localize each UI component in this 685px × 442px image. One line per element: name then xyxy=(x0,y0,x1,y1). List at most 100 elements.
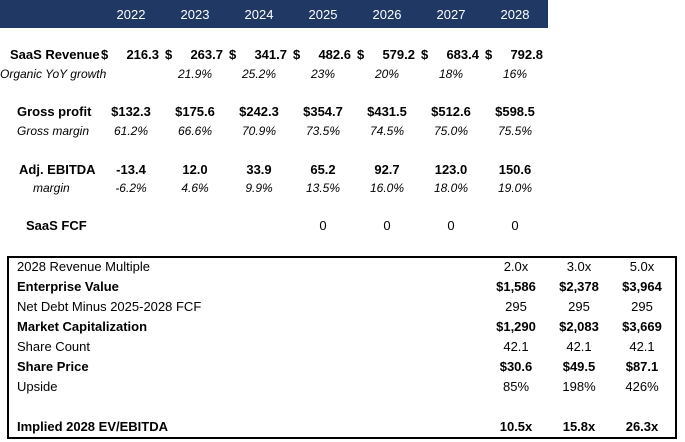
adj-ebitda-2027: 123.0 xyxy=(434,162,468,177)
ebitda-margin-2028: 19.0% xyxy=(497,181,533,195)
saas-revenue-value: 341.7 xyxy=(254,47,287,62)
adj-ebitda-2028: 150.6 xyxy=(498,162,532,177)
currency-symbol: $ xyxy=(421,47,429,62)
organic-growth-2027: 18% xyxy=(438,67,464,81)
saas-revenue-value: 216.3 xyxy=(126,47,159,62)
valuation-row-label: Share Count xyxy=(17,339,90,354)
ebitda-margin-2023: 4.6% xyxy=(181,181,209,195)
year-2025: 2025 xyxy=(308,7,338,22)
valuation-cell: 198% xyxy=(562,379,596,394)
gross-margin-2023: 66.6% xyxy=(177,124,213,138)
valuation-box xyxy=(7,256,677,439)
saas-revenue-value: 579.2 xyxy=(382,47,415,62)
implied-ev-ebitda-label: Implied 2028 EV/EBITDA xyxy=(17,419,168,434)
ebitda-margin-2026: 16.0% xyxy=(369,181,405,195)
year-2027: 2027 xyxy=(436,7,466,22)
saas-revenue-value: 792.8 xyxy=(510,47,543,62)
year-2022: 2022 xyxy=(116,7,146,22)
adj-ebitda-2023: 12.0 xyxy=(182,162,208,177)
ebitda-margin-2027: 18.0% xyxy=(433,181,469,195)
organic-growth-2026: 20% xyxy=(374,67,400,81)
gross-margin-2026: 74.5% xyxy=(369,124,405,138)
valuation-row-label: Share Price xyxy=(17,359,89,374)
currency-symbol: $ xyxy=(357,47,365,62)
organic-growth-2028: 16% xyxy=(502,67,528,81)
year-2026: 2026 xyxy=(372,7,402,22)
ebitda-margin-2025: 13.5% xyxy=(305,181,341,195)
gross-margin-2028: 75.5% xyxy=(497,124,533,138)
valuation-cell: 426% xyxy=(625,379,659,394)
organic-growth-2024: 25.2% xyxy=(241,67,277,81)
gross-margin-2025: 73.5% xyxy=(305,124,341,138)
gross-profit-label: Gross profit xyxy=(17,104,92,119)
gross-margin-label: Gross margin xyxy=(17,124,90,138)
organic-growth-2023: 21.9% xyxy=(177,67,213,81)
currency-symbol: $ xyxy=(485,47,493,62)
saas-fcf-2026: 0 xyxy=(383,218,391,233)
valuation-cell: $1,586 xyxy=(496,279,536,294)
saas-revenue-value: 482.6 xyxy=(318,47,351,62)
adj-ebitda-2024: 33.9 xyxy=(246,162,272,177)
gross-profit-2023: $175.6 xyxy=(175,104,215,119)
valuation-cell: $1,290 xyxy=(496,319,536,334)
valuation-cell: $2,083 xyxy=(559,319,599,334)
gross-margin-2027: 75.0% xyxy=(433,124,469,138)
implied-ev-ebitda-low: 10.5x xyxy=(499,419,533,434)
gross-margin-2022: 61.2% xyxy=(113,124,149,138)
valuation-cell: $3,669 xyxy=(622,319,662,334)
valuation-cell: 295 xyxy=(631,299,653,314)
valuation-cell: 295 xyxy=(568,299,590,314)
valuation-row-label: Market Capitalization xyxy=(17,319,148,334)
adj-ebitda-2022: -13.4 xyxy=(116,162,146,177)
saas-revenue-label: SaaS Revenue xyxy=(10,47,100,62)
valuation-cell: 42.1 xyxy=(503,339,529,354)
valuation-row-label: Enterprise Value xyxy=(17,279,119,294)
gross-profit-2028: $598.5 xyxy=(495,104,535,119)
organic-growth-label: Organic YoY growth xyxy=(0,67,107,81)
valuation-row-label: 2028 Revenue Multiple xyxy=(17,259,150,274)
valuation-row-label: Upside xyxy=(17,379,58,394)
year-2028: 2028 xyxy=(500,7,530,22)
valuation-row-label: Net Debt Minus 2025-2028 FCF xyxy=(17,299,202,314)
gross-profit-2025: $354.7 xyxy=(303,104,343,119)
valuation-cell: 2.0x xyxy=(503,259,529,274)
ebitda-margin-label: margin xyxy=(33,181,70,195)
gross-profit-2027: $512.6 xyxy=(431,104,471,119)
valuation-cell: 5.0x xyxy=(629,259,655,274)
implied-ev-ebitda-high: 26.3x xyxy=(625,419,659,434)
saas-revenue-value: 683.4 xyxy=(446,47,479,62)
gross-margin-2024: 70.9% xyxy=(241,124,277,138)
gross-profit-2024: $242.3 xyxy=(239,104,279,119)
valuation-cell: 3.0x xyxy=(566,259,592,274)
currency-symbol: $ xyxy=(165,47,173,62)
saas-fcf-2025: 0 xyxy=(319,218,327,233)
year-header-bar: 2022 2023 2024 2025 2026 2027 2028 xyxy=(0,0,548,28)
valuation-cell: $49.5 xyxy=(562,359,596,374)
valuation-cell: 42.1 xyxy=(566,339,592,354)
valuation-cell: $3,964 xyxy=(622,279,662,294)
valuation-cell: $87.1 xyxy=(625,359,659,374)
valuation-cell: $2,378 xyxy=(559,279,599,294)
saas-fcf-label: SaaS FCF xyxy=(26,218,87,233)
saas-fcf-2027: 0 xyxy=(447,218,455,233)
ebitda-margin-2024: 9.9% xyxy=(245,181,273,195)
adj-ebitda-2026: 92.7 xyxy=(374,162,400,177)
valuation-cell: 85% xyxy=(502,379,530,394)
gross-profit-2026: $431.5 xyxy=(367,104,407,119)
gross-profit-2022: $132.3 xyxy=(111,104,151,119)
organic-growth-2025: 23% xyxy=(310,67,336,81)
adj-ebitda-2025: 65.2 xyxy=(310,162,336,177)
currency-symbol: $ xyxy=(293,47,301,62)
year-2024: 2024 xyxy=(244,7,274,22)
currency-symbol: $ xyxy=(229,47,237,62)
year-2023: 2023 xyxy=(180,7,210,22)
saas-fcf-2028: 0 xyxy=(511,218,519,233)
valuation-cell: $30.6 xyxy=(499,359,533,374)
adj-ebitda-label: Adj. EBITDA xyxy=(19,162,96,177)
saas-revenue-value: 263.7 xyxy=(190,47,223,62)
valuation-cell: 295 xyxy=(505,299,527,314)
valuation-cell: 42.1 xyxy=(629,339,655,354)
ebitda-margin-2022: -6.2% xyxy=(115,181,147,195)
implied-ev-ebitda-mid: 15.8x xyxy=(562,419,596,434)
currency-symbol: $ xyxy=(101,47,109,62)
